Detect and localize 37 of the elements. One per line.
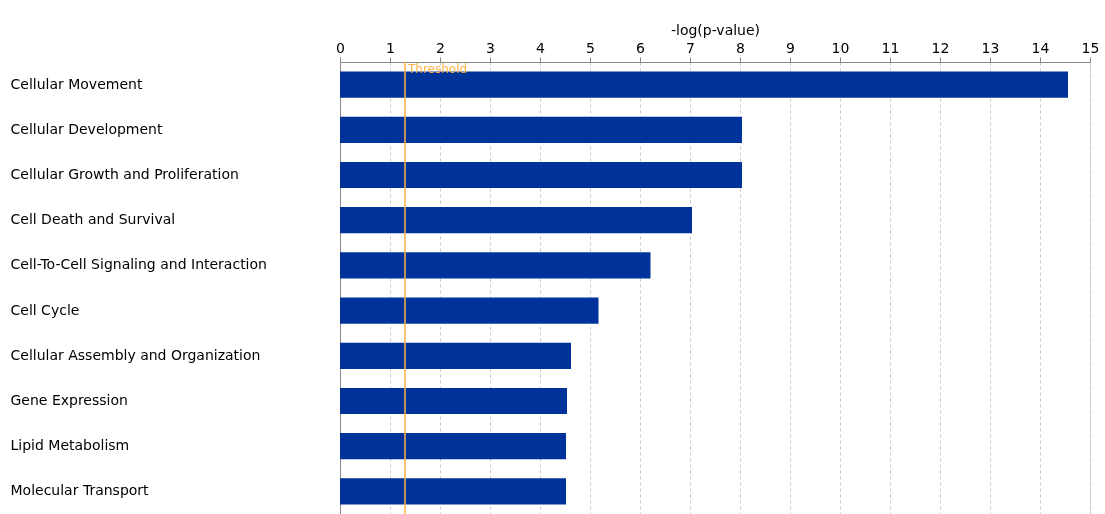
x-tick-label: 4 <box>536 39 546 56</box>
bar <box>340 387 567 415</box>
y-tick-label: Cellular Development <box>10 120 163 137</box>
bar <box>340 161 742 189</box>
x-tick-label: 10 <box>831 39 850 56</box>
x-tick-label: 7 <box>686 39 695 56</box>
y-tick-label: Cell Cycle <box>10 301 80 318</box>
bar <box>340 71 1068 98</box>
bar <box>340 207 692 234</box>
bar <box>340 116 742 143</box>
x-tick-label: 1 <box>386 39 395 56</box>
x-tick-label: 14 <box>1031 39 1050 56</box>
bar <box>340 252 651 279</box>
bar <box>340 433 566 460</box>
x-tick-label: 13 <box>981 39 1000 56</box>
y-tick-label: Lipid Metabolism <box>10 437 130 454</box>
y-tick-label: Cellular Growth and Proliferation <box>10 166 239 182</box>
x-tick-label: 11 <box>881 39 900 56</box>
x-tick-label: 8 <box>736 39 745 56</box>
y-tick-label: Cellular Movement <box>10 75 143 92</box>
y-tick-label: Cell Death and Survival <box>10 211 176 228</box>
x-tick-label: 3 <box>486 39 495 56</box>
y-tick-label: Gene Expression <box>10 392 128 408</box>
x-tick-label: 15 <box>1081 39 1100 56</box>
bar <box>340 478 566 505</box>
x-tick-label: 9 <box>786 39 795 56</box>
y-tick-label: Cellular Assembly and Organization <box>10 346 261 363</box>
x-tick-label: 6 <box>636 39 646 56</box>
x-tick-label: 12 <box>931 39 950 56</box>
y-tick-label: Molecular Transport <box>10 482 150 499</box>
x-tick-label: 2 <box>436 39 445 56</box>
y-tick-label: Cell-To-Cell Signaling and Interaction <box>10 256 267 273</box>
x-axis-title: -log(p-value) <box>670 21 761 38</box>
x-tick-label: 0 <box>336 39 345 56</box>
x-tick-label: 5 <box>586 39 595 56</box>
bar <box>340 342 571 369</box>
bar <box>340 297 599 324</box>
